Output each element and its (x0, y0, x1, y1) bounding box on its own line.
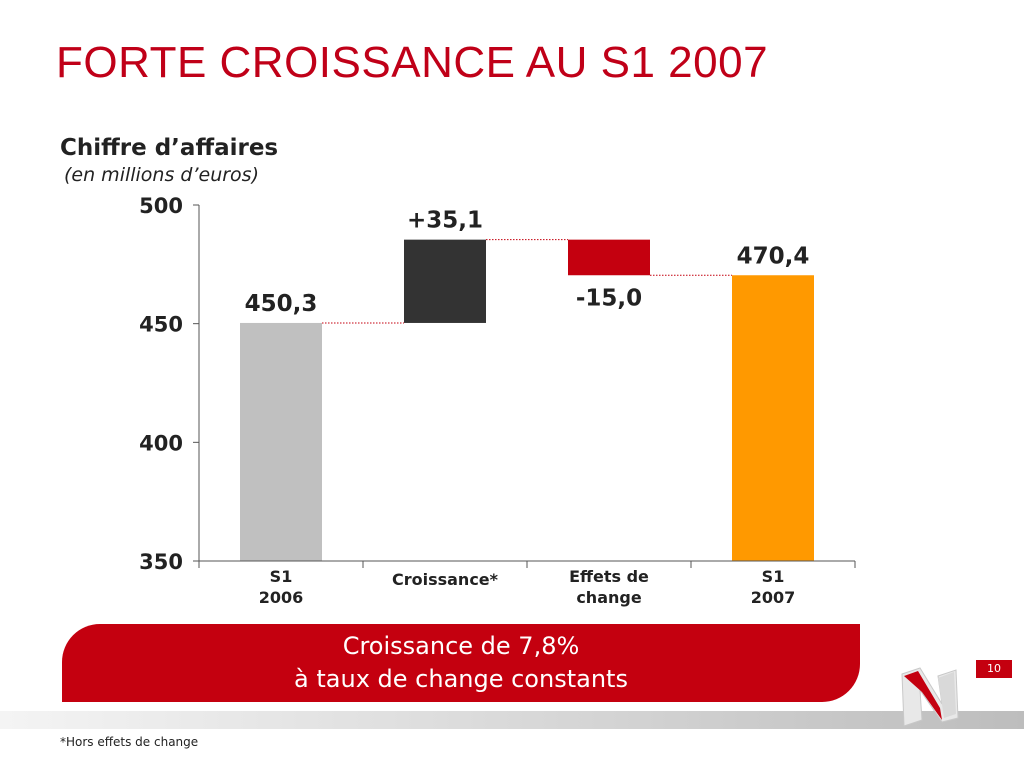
x-category-label: 2007 (751, 588, 796, 607)
footer-strip (0, 711, 1024, 729)
chart-title: Chiffre d’affaires (60, 135, 279, 161)
waterfall-bar (404, 239, 486, 323)
chart-unit-label: (en millions d’euros) (64, 164, 259, 186)
waterfall-bar (568, 239, 650, 276)
waterfall-chart: 350 400 450 500 450,3 S1 2006 +35,1 Croissance*… (139, 194, 856, 607)
y-tick-label: 450 (139, 313, 183, 337)
banner-line-2: à taux de change constants (294, 665, 628, 693)
y-tick-label: 400 (139, 431, 183, 455)
waterfall-bar (240, 322, 322, 561)
footnote: *Hors effets de change (60, 735, 199, 749)
x-category-label: S1 (270, 567, 293, 586)
company-logo-icon (901, 667, 959, 727)
data-label: 450,3 (245, 291, 318, 317)
data-label: 470,4 (737, 243, 810, 269)
x-category-label: S1 (762, 567, 785, 586)
y-tick-label: 350 (139, 550, 183, 574)
x-category-label: Croissance* (392, 570, 499, 589)
data-label: +35,1 (407, 208, 483, 234)
page-number: 10 (976, 660, 1012, 678)
slide-title: FORTE CROISSANCE AU S1 2007 (56, 38, 769, 87)
y-tick-label: 500 (139, 194, 183, 218)
banner-line-1: Croissance de 7,8% (342, 632, 580, 660)
waterfall-bar (732, 275, 814, 561)
x-category-label: Effets de (569, 567, 649, 586)
x-category-label: change (576, 588, 642, 607)
data-label: -15,0 (576, 285, 642, 311)
growth-banner: Croissance de 7,8% à taux de change cons… (62, 624, 860, 702)
x-category-label: 2006 (259, 588, 304, 607)
